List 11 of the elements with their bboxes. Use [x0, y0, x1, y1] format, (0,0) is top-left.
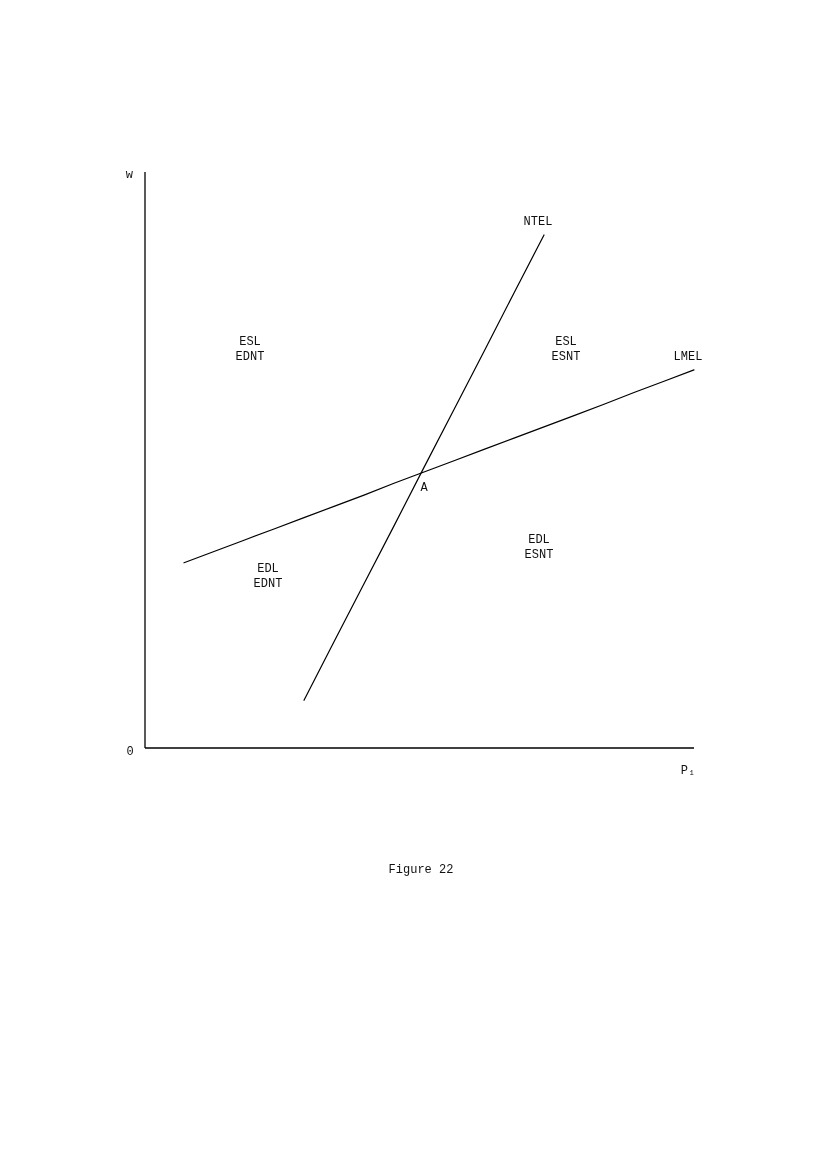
annotation: ESL ESNT	[551, 334, 581, 364]
annotation: ESL EDNT	[235, 334, 265, 364]
caption: Figure 22	[388, 863, 454, 877]
annotation: A	[420, 481, 429, 495]
x-axis-title: P₁	[680, 764, 696, 778]
series-label: NTEL	[523, 215, 553, 229]
y-axis-title: w	[125, 168, 134, 182]
text: 0	[126, 745, 134, 759]
annotation: EDL ESNT	[524, 532, 554, 562]
series-label: LMEL	[673, 349, 703, 364]
annotation: EDL EDNT	[253, 561, 283, 591]
